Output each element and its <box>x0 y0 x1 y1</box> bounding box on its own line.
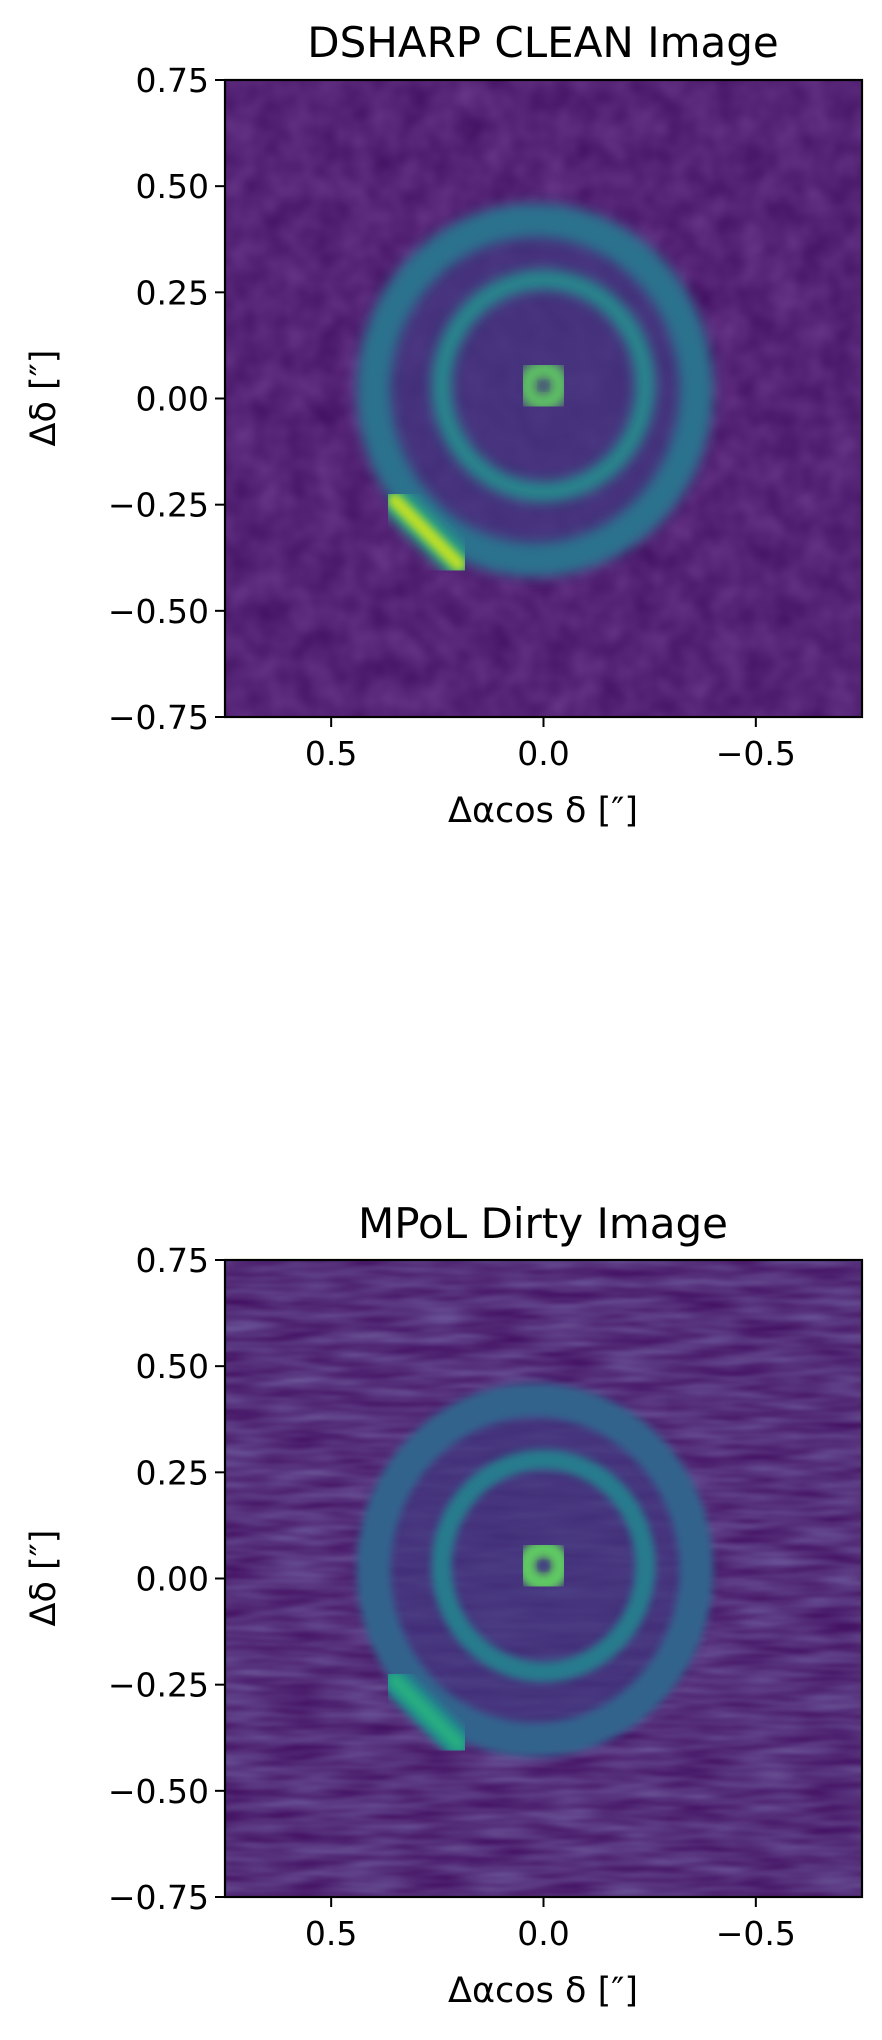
chart-panel-dsharp-clean: DSHARP CLEAN Image 0.75 0.50 0.25 0.00 −0.25… <box>24 18 864 831</box>
x-tick-label: −0.5 <box>716 734 796 773</box>
bright-arc <box>387 493 466 572</box>
y-tick-label: 0.25 <box>136 273 209 312</box>
inner-core-gap <box>538 1560 549 1571</box>
y-axis-ticks: 0.75 0.50 0.25 0.00 −0.25 −0.50 −0.75 <box>108 1241 225 1917</box>
inner-core-ring <box>517 1539 570 1592</box>
inner-core-ring <box>517 359 570 412</box>
x-axis-ticks: 0.5 0.0 −0.5 <box>305 717 796 773</box>
y-tick-label: 0.00 <box>136 380 209 419</box>
chart-panel-mpol-dirty: MPoL Dirty Image 0.75 0.50 0.25 0.00 −0.25 −0… <box>24 1199 864 2011</box>
x-tick-label: 0.0 <box>517 1914 569 1953</box>
x-axis-ticks: 0.5 0.0 −0.5 <box>305 1897 796 1953</box>
y-tick-label: 0.50 <box>136 167 209 206</box>
x-axis-label: Δαcos δ [″] <box>448 1971 638 2011</box>
heatmap-image <box>225 1260 862 1897</box>
heatmap-image <box>225 80 862 717</box>
y-axis-ticks: 0.75 0.50 0.25 0.00 −0.25 −0.50 −0.75 <box>108 61 225 737</box>
y-tick-label: −0.25 <box>108 1666 209 1705</box>
inner-core-gap <box>538 380 549 391</box>
y-axis-label: Δδ [″] <box>24 1530 64 1627</box>
x-tick-label: 0.0 <box>517 734 569 773</box>
x-tick-label: 0.5 <box>305 734 357 773</box>
chart-title: MPoL Dirty Image <box>358 1199 728 1248</box>
y-tick-label: −0.75 <box>108 698 209 737</box>
outer-ring <box>356 203 714 577</box>
x-tick-label: 0.5 <box>305 1914 357 1953</box>
y-tick-label: 0.75 <box>136 61 209 100</box>
middle-ring <box>431 1449 656 1682</box>
y-tick-label: −0.75 <box>108 1878 209 1917</box>
y-tick-label: −0.50 <box>108 1772 209 1811</box>
x-tick-label: −0.5 <box>716 1914 796 1953</box>
y-tick-label: 0.75 <box>136 1241 209 1280</box>
bright-arc <box>387 1673 466 1752</box>
outer-ring <box>356 1383 714 1757</box>
y-tick-label: 0.50 <box>136 1347 209 1386</box>
x-axis-label: Δαcos δ [″] <box>448 791 638 831</box>
y-tick-label: 0.00 <box>136 1560 209 1599</box>
y-tick-label: −0.25 <box>108 486 209 525</box>
y-tick-label: −0.50 <box>108 592 209 631</box>
y-tick-label: 0.25 <box>136 1453 209 1492</box>
chart-title: DSHARP CLEAN Image <box>307 18 778 67</box>
y-axis-label: Δδ [″] <box>24 350 64 447</box>
middle-ring <box>431 269 656 502</box>
